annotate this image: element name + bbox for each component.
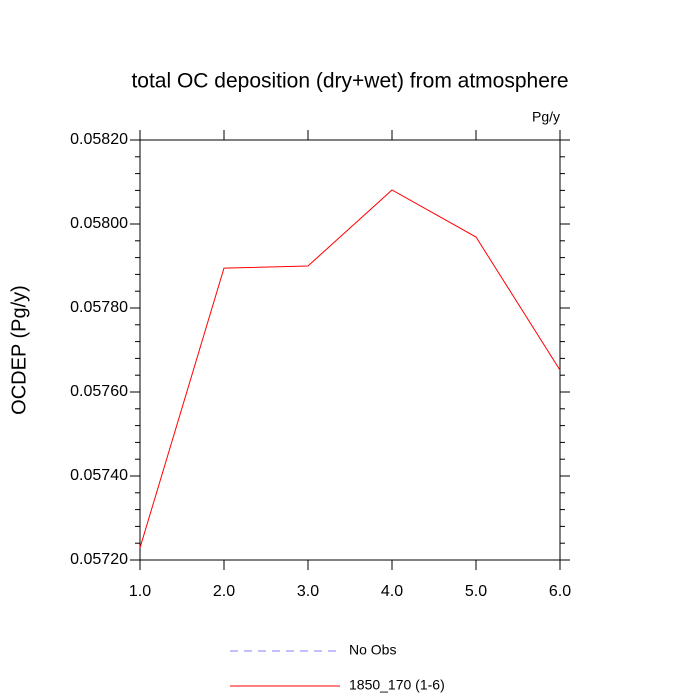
x-tick-label: 6.0 [549, 583, 571, 600]
legend-label: No Obs [349, 642, 396, 658]
y-tick-label: 0.05720 [70, 551, 128, 568]
x-tick-label: 2.0 [213, 583, 235, 600]
y-tick-label: 0.05780 [70, 299, 128, 316]
units-label: Pg/y [532, 109, 560, 125]
x-tick-label: 5.0 [465, 583, 487, 600]
y-axis-label: OCDEP (Pg/y) [8, 285, 30, 415]
y-tick-label: 0.05740 [70, 467, 128, 484]
series-line [139, 189, 561, 548]
y-tick-label: 0.05760 [70, 383, 128, 400]
y-tick-label: 0.05800 [70, 215, 128, 232]
x-tick-label: 4.0 [381, 583, 403, 600]
x-tick-label: 1.0 [129, 583, 151, 600]
y-tick-label: 0.05820 [70, 131, 128, 148]
legend-label: 1850_170 (1-6) [349, 677, 445, 693]
chart-title: total OC deposition (dry+wet) from atmos… [131, 70, 568, 93]
x-tick-label: 3.0 [297, 583, 319, 600]
plot-frame [139, 139, 561, 561]
